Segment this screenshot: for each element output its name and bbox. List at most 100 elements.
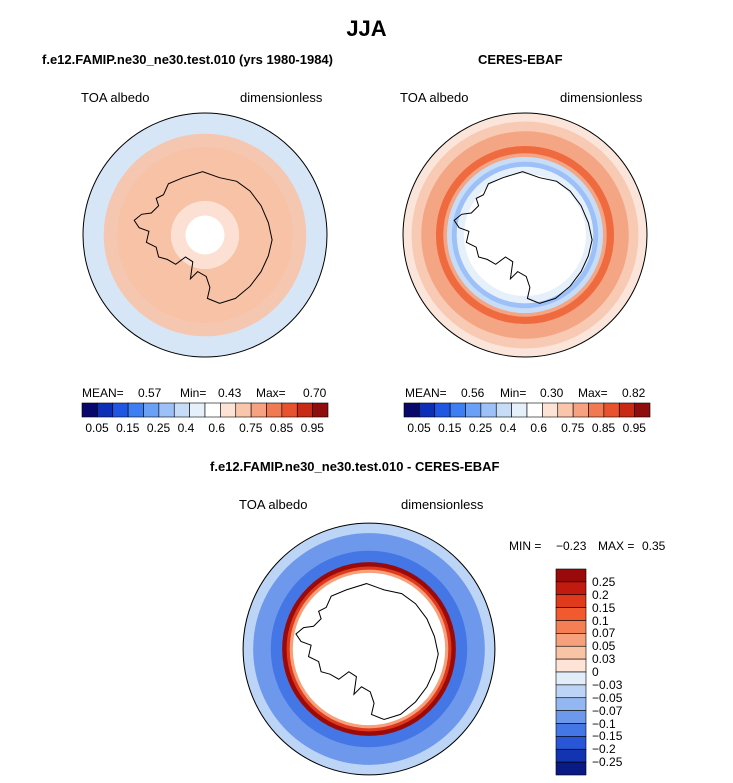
antarctica-coastline (453, 171, 593, 304)
panel1-mean-label: MEAN= (82, 386, 124, 400)
colorbar-bin (97, 402, 114, 418)
panel1-colorbar (81, 402, 329, 418)
colorbar-tick-label: 0.25 (146, 421, 171, 435)
panel1-max-value: 0.70 (303, 386, 327, 400)
colorbar-tick-label: −0.15 (592, 729, 623, 744)
colorbar-bin (555, 620, 587, 634)
colorbar-bin (555, 671, 587, 686)
colorbar-bin (266, 402, 283, 418)
colorbar-bin (204, 402, 221, 418)
panel1-units-label: dimensionless (240, 90, 323, 105)
panel3-min-label: MIN = (509, 539, 542, 553)
colorbar-tick-label: 0.15 (116, 421, 140, 435)
colorbar-tick-label: 0.75 (561, 421, 585, 435)
colorbar-tick-label: 0.85 (269, 421, 294, 435)
colorbar-bin (465, 402, 482, 418)
colorbar-tick-label: −0.05 (592, 690, 623, 705)
colorbar-bin (618, 402, 635, 418)
colorbar-tick-label: 0.15 (438, 421, 462, 435)
colorbar-tick-label: 0.05 (85, 421, 109, 435)
panel1-max-label: Max= (256, 386, 286, 400)
colorbar-tick-label: 0.85 (591, 421, 616, 435)
colorbar-bin (555, 684, 587, 699)
colorbar-tick-label: 0.25 (468, 421, 493, 435)
panel1-title: f.e12.FAMIP.ne30_ne30.test.010 (yrs 1980… (42, 52, 333, 67)
contour-band (185, 215, 225, 255)
colorbar-tick-label: −0.07 (592, 703, 623, 718)
colorbar-tick-label: 0.6 (530, 421, 548, 435)
colorbar-bin (112, 402, 129, 418)
colorbar-bin (143, 402, 160, 418)
figure-title: JJA (346, 16, 387, 41)
contour-band (295, 575, 443, 723)
colorbar-bin (555, 581, 587, 596)
colorbar-bin (526, 402, 543, 418)
colorbar-bin (634, 402, 651, 418)
panel2-title: CERES-EBAF (478, 52, 563, 67)
colorbar-tick-label: −0.2 (592, 742, 616, 757)
panel2-mean-value: 0.56 (461, 386, 485, 400)
colorbar-bin (555, 594, 587, 608)
panel3-title: f.e12.FAMIP.ne30_ne30.test.010 - CERES-E… (210, 459, 500, 474)
colorbar-bin (495, 402, 512, 418)
colorbar-bin (588, 402, 605, 418)
colorbar-bin (220, 402, 237, 418)
colorbar-tick-label: 0.15 (592, 600, 616, 615)
colorbar-tick-label: 0.75 (239, 421, 263, 435)
colorbar-tick-label: 0.03 (592, 652, 616, 667)
panel2-min-label: Min= (500, 386, 527, 400)
colorbar-bin (555, 645, 587, 660)
panel2-units-label: dimensionless (560, 90, 643, 105)
colorbar-tick-label: −0.25 (592, 755, 623, 770)
colorbar-bin (81, 402, 98, 418)
colorbar-bin (557, 402, 574, 418)
colorbar-bin (555, 658, 587, 673)
colorbar-tick-label: 0.07 (592, 626, 616, 641)
panel2-min-value: 0.30 (540, 386, 564, 400)
colorbar-bin (555, 697, 587, 711)
colorbar-tick-label: 0 (592, 665, 599, 679)
colorbar-bin (572, 402, 589, 418)
panel3-polar-map (242, 522, 496, 776)
panel1-polar-map (82, 112, 328, 358)
colorbar-tick-label: 0.95 (300, 421, 324, 435)
panel2-max-value: 0.82 (622, 386, 646, 400)
panel2-variable-label: TOA albedo (400, 90, 469, 105)
panel1-min-value: 0.43 (218, 386, 242, 400)
contour-band (464, 174, 586, 296)
colorbar-tick-label: 0.05 (592, 639, 616, 654)
colorbar-bin (542, 402, 559, 418)
colorbar-tick-label: 0.4 (499, 421, 517, 435)
colorbar-bin (235, 402, 252, 418)
colorbar-bin (511, 402, 528, 418)
map-border (82, 112, 328, 358)
antarctica-coastline (133, 171, 273, 304)
colorbar-bin (555, 710, 587, 724)
panel1-min-label: Min= (180, 386, 207, 400)
map-border (402, 112, 648, 358)
colorbar-bin (312, 402, 329, 418)
map-border (242, 522, 496, 776)
colorbar-bin (281, 402, 298, 418)
colorbar-bin (419, 402, 436, 418)
panel1-mean-value: 0.57 (138, 386, 162, 400)
colorbar-bin (403, 402, 420, 418)
panel3-min-value: −0.23 (556, 539, 587, 553)
colorbar-bin (555, 633, 587, 647)
panel2-colorbar (403, 402, 651, 418)
colorbar-bin (555, 568, 587, 583)
colorbar-tick-label: 0.05 (407, 421, 431, 435)
colorbar-bin (603, 402, 620, 418)
antarctica-coastline (295, 583, 439, 721)
colorbar-bin (555, 607, 587, 621)
panel3-max-label: MAX = (598, 539, 635, 553)
colorbar-bin (127, 402, 144, 418)
colorbar-tick-label: 0.95 (622, 421, 646, 435)
panel2-mean-label: MEAN= (405, 386, 447, 400)
colorbar-bin (555, 761, 587, 776)
colorbar-bin (555, 748, 587, 763)
colorbar-bin (555, 723, 587, 737)
colorbar-bin (555, 736, 587, 750)
colorbar-tick-label: 0.2 (592, 587, 609, 602)
colorbar-bin (173, 402, 190, 418)
